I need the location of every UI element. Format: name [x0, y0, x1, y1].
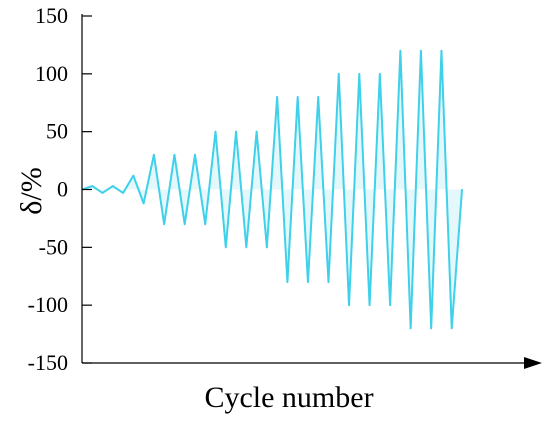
- x-axis-arrow-icon: [524, 357, 542, 369]
- data-point: [440, 49, 443, 52]
- data-point: [142, 202, 145, 205]
- data-point: [389, 304, 391, 306]
- data-point: [399, 49, 402, 52]
- data-point: [368, 304, 371, 306]
- data-point: [337, 73, 340, 75]
- data-point: [307, 281, 309, 283]
- data-point: [358, 73, 361, 75]
- data-point: [409, 327, 412, 330]
- y-axis-title: δ/%: [15, 167, 48, 214]
- data-point: [163, 223, 165, 225]
- data-point: [91, 185, 94, 187]
- data-point: [286, 281, 289, 283]
- data-point: [183, 223, 186, 225]
- data-point: [317, 96, 320, 98]
- data-point: [276, 96, 278, 98]
- y-tick-label: 50: [46, 119, 68, 144]
- y-tick-label: -50: [39, 234, 68, 259]
- y-tick-label: 100: [35, 61, 68, 86]
- data-point: [420, 49, 422, 52]
- data-point: [450, 327, 453, 330]
- data-point: [430, 327, 432, 330]
- data-point: [224, 246, 227, 249]
- data-point: [327, 281, 330, 283]
- data-point: [235, 130, 237, 133]
- data-point: [348, 304, 350, 306]
- data-point: [173, 154, 176, 156]
- x-axis: [82, 357, 542, 369]
- data-point: [266, 246, 268, 249]
- y-tick-label: -100: [28, 292, 68, 317]
- y-tick-label: 150: [35, 3, 68, 28]
- data-point: [132, 174, 135, 177]
- data-point: [379, 73, 381, 75]
- series-line: [81, 49, 463, 330]
- y-axis: 150 100 50 0 -50 -100 -150: [28, 3, 92, 375]
- data-point: [112, 185, 114, 187]
- data-point: [122, 192, 124, 194]
- data-point: [153, 154, 155, 156]
- data-point: [245, 246, 248, 249]
- data-point: [194, 154, 196, 156]
- data-point: [255, 130, 258, 133]
- data-point: [461, 188, 463, 191]
- data-point: [296, 96, 299, 98]
- y-tick-label: -150: [28, 350, 68, 375]
- x-axis-title: Cycle number: [204, 381, 373, 414]
- data-point: [101, 192, 104, 194]
- y-tick-label: 0: [57, 177, 68, 202]
- data-point: [214, 130, 217, 133]
- series-polyline: [81, 49, 463, 330]
- data-point: [204, 223, 207, 225]
